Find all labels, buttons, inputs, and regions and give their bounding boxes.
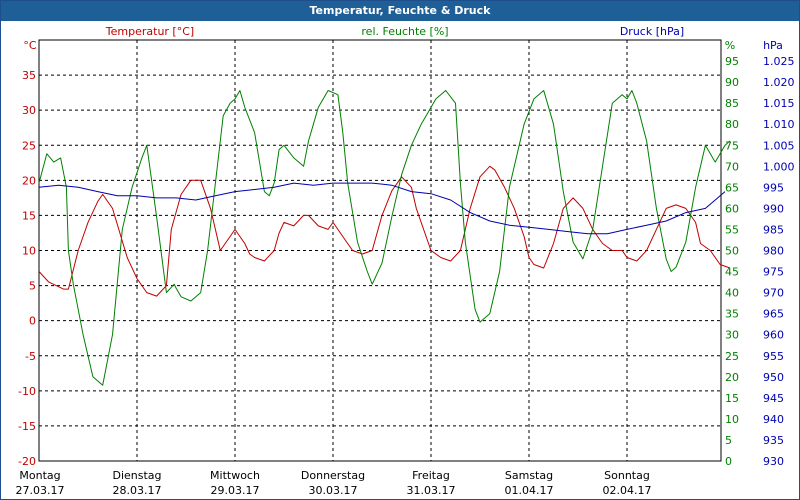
pressure-tick: 995: [763, 181, 784, 194]
humidity-line: [38, 90, 731, 386]
temperature-unit: °C: [23, 39, 37, 52]
temperature-tick: 35: [22, 69, 36, 82]
x-tick-date: 31.03.17: [407, 484, 456, 497]
legend-temperature: Temperatur [°C]: [105, 25, 194, 38]
x-tick-day: Freitag: [412, 469, 450, 482]
x-tick-day: Mittwoch: [210, 469, 260, 482]
humidity-tick: 55: [725, 223, 739, 236]
pressure-tick: 980: [763, 245, 784, 258]
pressure-tick: 935: [763, 434, 784, 447]
pressure-tick: 1.015: [763, 97, 795, 110]
humidity-tick: 90: [725, 76, 739, 89]
humidity-tick: 25: [725, 350, 739, 363]
pressure-tick: 985: [763, 223, 784, 236]
pressure-tick: 940: [763, 413, 784, 426]
humidity-tick: 40: [725, 287, 739, 300]
humidity-tick: 0: [725, 455, 732, 468]
humidity-unit: %: [725, 39, 735, 52]
x-tick-day: Dienstag: [112, 469, 161, 482]
humidity-tick: 60: [725, 202, 739, 215]
x-tick-date: 27.03.17: [16, 484, 65, 497]
temperature-tick: 30: [22, 104, 36, 117]
pressure-line: [38, 182, 726, 235]
temperature-tick: 20: [22, 174, 36, 187]
pressure-tick: 1.010: [763, 118, 795, 131]
x-tick-date: 28.03.17: [113, 484, 162, 497]
x-tick-date: 01.04.17: [505, 484, 554, 497]
pressure-tick: 990: [763, 202, 784, 215]
pressure-tick: 1.000: [763, 160, 795, 173]
humidity-tick: 95: [725, 55, 739, 68]
pressure-tick: 1.005: [763, 139, 795, 152]
humidity-tick: 50: [725, 245, 739, 258]
pressure-tick: 970: [763, 287, 784, 300]
humidity-tick: 30: [725, 329, 739, 342]
pressure-tick: 955: [763, 350, 784, 363]
temperature-tick: 10: [22, 245, 36, 258]
plot-area: [38, 39, 722, 462]
pressure-tick: 975: [763, 266, 784, 279]
temperature-tick: -15: [18, 420, 36, 433]
x-tick-day: Samstag: [505, 469, 553, 482]
humidity-tick: 15: [725, 392, 739, 405]
humidity-tick: 35: [725, 308, 739, 321]
humidity-tick: 80: [725, 118, 739, 131]
legend-humidity: rel. Feuchte [%]: [361, 25, 448, 38]
humidity-tick: 45: [725, 266, 739, 279]
x-tick-date: 02.04.17: [603, 484, 652, 497]
humidity-tick: 20: [725, 371, 739, 384]
temperature-tick: -20: [18, 455, 36, 468]
temperature-tick: 0: [29, 315, 36, 328]
temperature-tick: -5: [25, 350, 36, 363]
x-tick-date: 30.03.17: [309, 484, 358, 497]
legend-pressure: Druck [hPa]: [620, 25, 684, 38]
pressure-tick: 1.025: [763, 55, 795, 68]
pressure-tick: 930: [763, 455, 784, 468]
humidity-tick: 5: [725, 434, 732, 447]
temperature-tick: -10: [18, 385, 36, 398]
temperature-line: [38, 165, 731, 297]
pressure-tick: 1.020: [763, 76, 795, 89]
pressure-tick: 960: [763, 329, 784, 342]
pressure-tick: 945: [763, 392, 784, 405]
pressure-unit: hPa: [763, 39, 783, 52]
x-tick-day: Sonntag: [604, 469, 650, 482]
temperature-tick: 5: [29, 280, 36, 293]
pressure-tick: 950: [763, 371, 784, 384]
chart-title: Temperatur, Feuchte & Druck: [1, 1, 799, 21]
humidity-tick: 10: [725, 413, 739, 426]
temperature-tick: 15: [22, 209, 36, 222]
humidity-tick: 75: [725, 139, 739, 152]
x-tick-day: Donnerstag: [301, 469, 365, 482]
humidity-tick: 70: [725, 160, 739, 173]
temperature-tick: 25: [22, 139, 36, 152]
pressure-tick: 965: [763, 308, 784, 321]
x-tick-date: 29.03.17: [211, 484, 260, 497]
humidity-tick: 85: [725, 97, 739, 110]
humidity-tick: 65: [725, 181, 739, 194]
x-tick-day: Montag: [19, 469, 60, 482]
